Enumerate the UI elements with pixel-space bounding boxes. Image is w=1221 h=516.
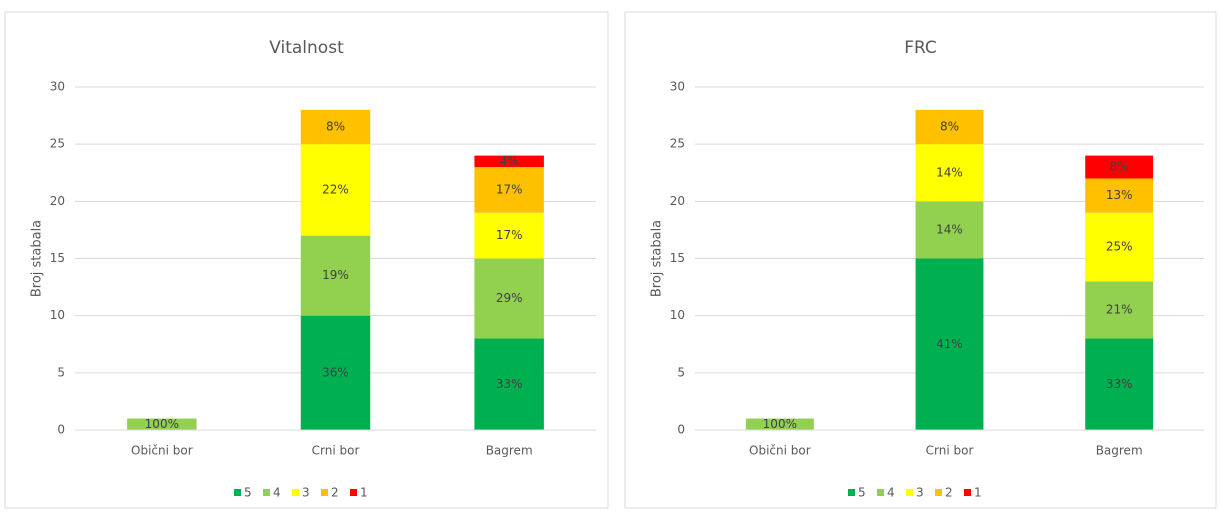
legend-label: 5 — [858, 486, 866, 500]
legend-swatch — [877, 489, 884, 496]
bar-segment — [1085, 338, 1154, 430]
y-tick-label: 0 — [677, 423, 685, 437]
data-label: 8% — [940, 120, 959, 134]
data-label: 8% — [1110, 160, 1129, 174]
data-label: 14% — [936, 222, 963, 236]
y-tick-label: 30 — [50, 80, 65, 94]
y-tick-label: 15 — [670, 251, 685, 265]
data-label: 36% — [322, 365, 349, 379]
data-label: 100% — [145, 417, 179, 431]
bar-segment — [300, 235, 371, 316]
bar-segment — [1085, 178, 1154, 213]
data-label: 33% — [496, 377, 523, 391]
data-label: 14% — [936, 165, 963, 179]
legend-swatch — [906, 489, 913, 496]
x-tick-label: Bagrem — [1096, 444, 1143, 458]
bar-segment — [300, 315, 371, 430]
data-label: 8% — [326, 120, 345, 134]
x-tick-label: Obični bor — [131, 444, 193, 458]
bar-segment — [474, 155, 544, 168]
legend-label: 2 — [331, 486, 339, 500]
y-tick-label: 10 — [50, 308, 65, 322]
data-label: 41% — [936, 337, 963, 351]
y-tick-label: 15 — [50, 251, 65, 265]
bar-segment — [474, 212, 544, 259]
x-tick-label: Crni bor — [926, 444, 974, 458]
bar-segment — [915, 201, 984, 259]
y-tick-label: 30 — [670, 80, 685, 94]
bar-segment — [127, 418, 197, 430]
y-tick-label: 0 — [57, 423, 65, 437]
legend-swatch — [321, 489, 328, 496]
bar-segment — [1085, 281, 1154, 339]
bar-segment — [300, 144, 371, 236]
data-label: 22% — [322, 182, 349, 196]
data-label: 33% — [1106, 377, 1133, 391]
bar-segment — [745, 418, 814, 430]
data-label: 17% — [496, 182, 523, 196]
legend-swatch — [848, 489, 855, 496]
legend-label: 1 — [360, 486, 368, 500]
chart-title: Vitalnost — [269, 38, 344, 58]
legend-swatch — [935, 489, 942, 496]
legend-label: 3 — [302, 486, 310, 500]
bar-segment — [300, 109, 371, 145]
bar-segment — [1085, 155, 1154, 179]
x-tick-label: Crni bor — [312, 444, 360, 458]
y-tick-label: 20 — [670, 194, 685, 208]
legend-swatch — [964, 489, 971, 496]
data-label: 4% — [500, 154, 519, 168]
legend-label: 1 — [974, 486, 982, 500]
data-label: 17% — [496, 228, 523, 242]
legend-label: 2 — [945, 486, 953, 500]
data-label: 25% — [1106, 240, 1133, 254]
y-tick-label: 25 — [670, 137, 685, 151]
x-tick-label: Bagrem — [486, 444, 533, 458]
legend-label: 4 — [273, 486, 281, 500]
legend-label: 5 — [244, 486, 252, 500]
y-tick-label: 5 — [57, 365, 65, 379]
legend-swatch — [350, 489, 357, 496]
bar-segment — [915, 144, 984, 202]
legend-label: 4 — [887, 486, 895, 500]
y-axis-label: Broj stabala — [650, 220, 665, 297]
data-label: 13% — [1106, 188, 1133, 202]
bar-segment — [1085, 212, 1154, 282]
data-label: 21% — [1106, 302, 1133, 316]
legend-label: 3 — [916, 486, 924, 500]
legend-swatch — [234, 489, 241, 496]
y-tick-label: 10 — [670, 308, 685, 322]
data-label: 29% — [496, 291, 523, 305]
legend-swatch — [292, 489, 299, 496]
x-tick-label: Obični bor — [749, 444, 811, 458]
y-tick-label: 5 — [677, 365, 685, 379]
legend-swatch — [263, 489, 270, 496]
y-tick-label: 20 — [50, 194, 65, 208]
bar-segment — [915, 258, 984, 430]
bar-segment — [474, 338, 544, 430]
y-axis-label: Broj stabala — [30, 220, 45, 297]
y-tick-label: 25 — [50, 137, 65, 151]
data-label: 100% — [763, 417, 797, 431]
bar-segment — [474, 167, 544, 213]
data-label: 19% — [322, 268, 349, 282]
chart-title: FRC — [904, 38, 937, 58]
bar-segment — [474, 258, 544, 339]
bar-segment — [915, 109, 984, 145]
